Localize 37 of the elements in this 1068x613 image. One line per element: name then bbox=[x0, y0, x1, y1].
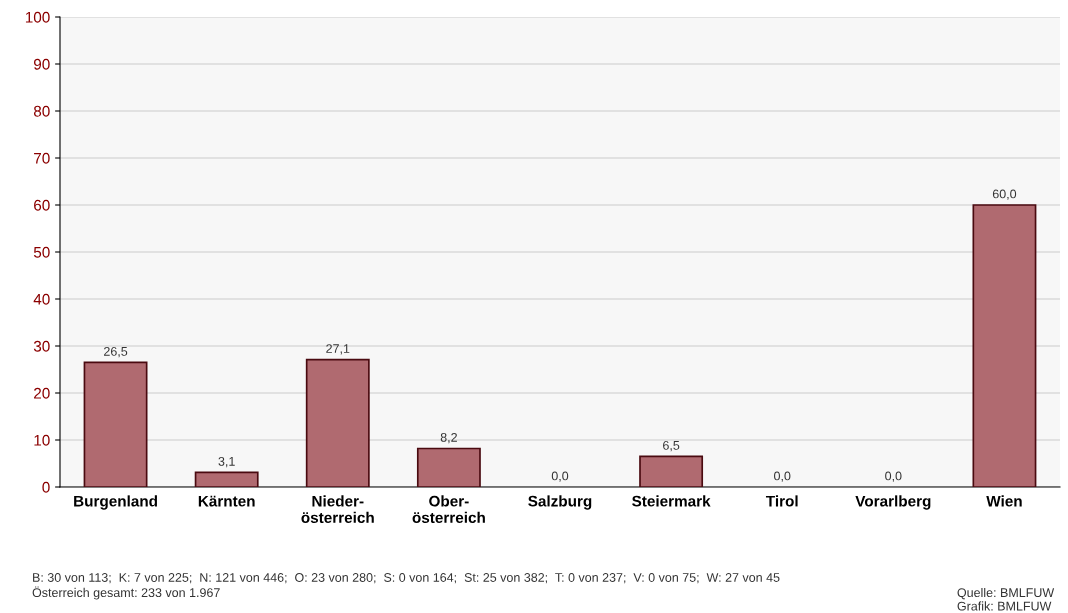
x-tick-label: Ober- österreich bbox=[412, 495, 485, 524]
y-tick-label: 70 bbox=[34, 152, 50, 164]
bar bbox=[972, 204, 1037, 487]
y-tick-label: 40 bbox=[33, 293, 50, 305]
data-label: 6,5 bbox=[663, 440, 680, 452]
bar bbox=[83, 361, 148, 487]
x-tick-label: Wien bbox=[986, 495, 1022, 507]
x-tick-label: Steiermark bbox=[632, 495, 711, 507]
x-tick-label: Burgenland bbox=[74, 495, 157, 510]
text: B: 30 von 113; K: 7 von 225; N: 121 von 446; O: 23 von 280; S: 0 von 164; St: 25 von 382; T: 0 von 237; V: 0 von 75; W: 27 von 45 Österreich gesamt: 233 von 1.967 bbox=[32, 573, 780, 600]
data-label: 0,0 bbox=[551, 471, 569, 482]
x-tick-label: Kärnten bbox=[198, 495, 255, 507]
x-tick-label: Nieder- österreich bbox=[301, 495, 374, 524]
y-tick-label: 30 bbox=[33, 340, 50, 352]
y-tick-label: 50 bbox=[33, 246, 50, 258]
bar bbox=[639, 455, 704, 487]
x-tick-label: Tirol bbox=[765, 495, 798, 507]
bar bbox=[194, 471, 259, 487]
data-label: 8,2 bbox=[440, 432, 457, 444]
y-tick-label: 60 bbox=[34, 199, 50, 211]
source-note: Quelle: BMLFUW Grafik: BMLFUW bbox=[957, 587, 1055, 611]
x-tick-label: Vorarlberg bbox=[855, 495, 931, 510]
y-tick-label: 80 bbox=[33, 105, 50, 117]
y-tick-label: 100 bbox=[25, 11, 50, 23]
data-label: 0,0 bbox=[885, 471, 902, 482]
y-tick-label: 20 bbox=[34, 387, 50, 399]
y-tick-label: 10 bbox=[34, 434, 50, 446]
y-tick-label: 90 bbox=[34, 58, 50, 70]
bar bbox=[305, 358, 370, 487]
data-label: 0,0 bbox=[774, 471, 791, 482]
data-label: 26,5 bbox=[104, 346, 128, 358]
x-tick-label: Salzburg bbox=[528, 495, 592, 510]
y-tick-label: 0 bbox=[42, 481, 50, 493]
bar bbox=[416, 447, 481, 487]
data-label: 60,0 bbox=[992, 189, 1017, 200]
data-label: 27,1 bbox=[326, 344, 350, 355]
data-label: 3,1 bbox=[218, 456, 235, 468]
